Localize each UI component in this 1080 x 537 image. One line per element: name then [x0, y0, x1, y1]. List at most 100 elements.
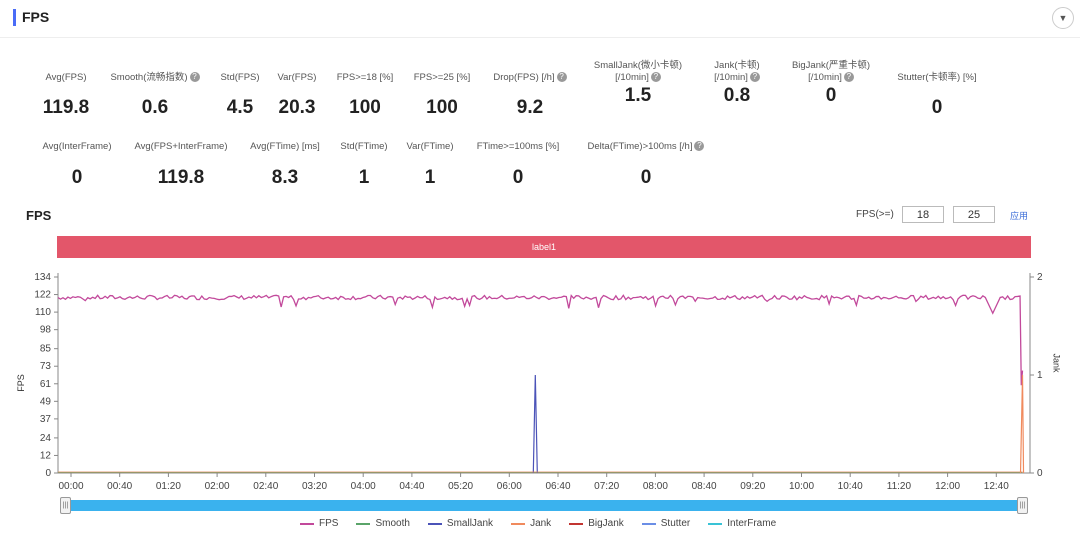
metric-value: 119.8 [157, 167, 205, 188]
metric-r1-6: Drop(FPS) [/h]? 9.2 [470, 72, 590, 119]
metric-value: 8.3 [271, 167, 299, 188]
legend-label: FPS [319, 518, 339, 529]
y-tick-label: 49 [40, 396, 52, 407]
metric-label: Stutter(卡顿率) [%] [897, 72, 977, 83]
metric-r1-4: FPS>=18 [%] 100 [305, 72, 425, 119]
metric-value: 0.8 [723, 85, 751, 106]
help-icon[interactable]: ? [556, 72, 567, 83]
metric-value: 20.3 [278, 97, 316, 118]
legend-swatch [427, 522, 442, 525]
x-tick-label: 00:00 [58, 481, 83, 492]
metric-label: Drop(FPS) [/h]? [470, 72, 590, 84]
jank-spike [1019, 374, 1025, 474]
metric-label: Var(FTime) [406, 141, 454, 152]
panel-title: FPS [22, 9, 50, 25]
legend-item-fps[interactable]: FPS [300, 518, 338, 529]
metric-value: 1 [358, 167, 370, 188]
legend-item-interframe[interactable]: InterFrame [708, 518, 776, 529]
metric-r2-4: Var(FTime) 1 [370, 141, 490, 189]
metric-label: Std(FPS) [220, 72, 260, 83]
legend-item-smalljank[interactable]: SmallJank [427, 518, 494, 529]
metric-r1-9: BigJank(严重卡顿) [/10min]? 0 [771, 60, 891, 107]
y-axis-title: FPS [15, 374, 26, 392]
help-icon[interactable]: ? [650, 72, 661, 83]
metric-value: 0 [640, 167, 652, 188]
x-tick-label: 08:40 [692, 481, 717, 492]
help-icon[interactable]: ? [749, 72, 760, 83]
x-tick-label: 09:20 [740, 481, 765, 492]
y-tick-label: 37 [40, 414, 52, 425]
x-tick-label: 10:00 [789, 481, 814, 492]
y-tick-label: 0 [45, 468, 51, 479]
x-tick-label: 12:00 [935, 481, 960, 492]
fps-threshold-input-1[interactable] [902, 206, 944, 223]
metric-value: 1.5 [624, 85, 652, 106]
y-tick-label: 73 [40, 361, 52, 372]
metric-r1-3: Var(FPS) 20.3 [237, 72, 357, 119]
x-tick-label: 06:00 [497, 481, 522, 492]
legend-label: InterFrame [727, 518, 777, 529]
metric-r1-0: Avg(FPS) 119.8 [6, 72, 126, 119]
chart-legend: FPS Smooth SmallJank Jank BigJank Stutter Inte… [300, 518, 776, 529]
y-tick-label: 12 [40, 450, 52, 461]
x-tick-label: 03:20 [302, 481, 327, 492]
metric-label: Avg(FPS) [45, 72, 87, 83]
y2-axis-title: Jank [1051, 353, 1062, 373]
slider-left-handle[interactable]: ||| [60, 497, 71, 514]
y-tick-label: 61 [40, 379, 52, 390]
metric-r2-0: Avg(InterFrame) 0 [17, 141, 137, 189]
metric-value: 1 [424, 167, 436, 188]
help-icon[interactable]: ? [189, 72, 200, 83]
x-tick-label: 01:20 [156, 481, 181, 492]
metric-label: Jank(卡顿) [/10min]? [714, 60, 760, 83]
fps-threshold-input-2[interactable] [953, 206, 995, 223]
legend-item-jank[interactable]: Jank [511, 518, 551, 529]
legend-label: BigJank [588, 518, 624, 529]
legend-swatch [569, 522, 584, 525]
metric-r1-5: FPS>=25 [%] 100 [382, 72, 502, 119]
chart-title: FPS [26, 208, 52, 223]
metric-r2-5: FTime>=100ms [%] 0 [458, 141, 578, 189]
fps-threshold-label: FPS(>=) [856, 209, 894, 220]
x-tick-label: 12:40 [984, 481, 1009, 492]
x-tick-label: 08:00 [643, 481, 668, 492]
label-band[interactable]: label1 [57, 236, 1031, 258]
metric-r1-8: Jank(卡顿) [/10min]? 0.8 [677, 60, 797, 107]
legend-swatch [511, 522, 526, 525]
x-tick-label: 05:20 [448, 481, 473, 492]
x-tick-label: 00:40 [107, 481, 132, 492]
legend-item-smooth[interactable]: Smooth [356, 518, 410, 529]
legend-swatch [356, 522, 371, 525]
metric-label: FTime>=100ms [%] [476, 141, 560, 152]
y-tick-label: 85 [40, 344, 52, 355]
metric-value: 100 [426, 97, 458, 118]
y-tick-label: 110 [35, 307, 51, 318]
metric-r2-6: Delta(FTime)>100ms [/h]? 0 [586, 141, 706, 189]
legend-swatch [708, 522, 723, 525]
metric-label: Var(FPS) [277, 72, 317, 83]
legend-label: Stutter [660, 518, 691, 529]
metric-value: 0 [931, 97, 943, 118]
apply-threshold-link[interactable]: 应用 [1010, 211, 1029, 221]
metric-value: 0.6 [141, 97, 169, 118]
panel-header: FPS ▼ [0, 0, 1080, 38]
x-tick-label: 06:40 [545, 481, 570, 492]
chevron-down-icon[interactable]: ▼ [1052, 7, 1074, 29]
metric-value: 0 [512, 167, 524, 188]
metric-label: Avg(InterFrame) [42, 141, 112, 152]
x-tick-label: 02:40 [253, 481, 278, 492]
x-tick-label: 04:40 [399, 481, 424, 492]
legend-item-stutter[interactable]: Stutter [641, 518, 691, 529]
legend-label: SmallJank [446, 518, 494, 529]
slider-right-handle[interactable]: ||| [1017, 497, 1028, 514]
legend-swatch [300, 522, 314, 525]
metric-value: 4.5 [226, 97, 254, 118]
help-icon[interactable]: ? [843, 72, 854, 83]
metric-label: SmallJank(微小卡顿) [/10min]? [593, 60, 683, 83]
metric-r2-3: Std(FTime) 1 [304, 141, 424, 189]
metric-label: Std(FTime) [340, 141, 388, 152]
fps-series-line [57, 294, 1024, 386]
time-range-slider[interactable] [60, 500, 1028, 511]
legend-item-bigjank[interactable]: BigJank [569, 518, 624, 529]
help-icon[interactable]: ? [694, 141, 705, 152]
